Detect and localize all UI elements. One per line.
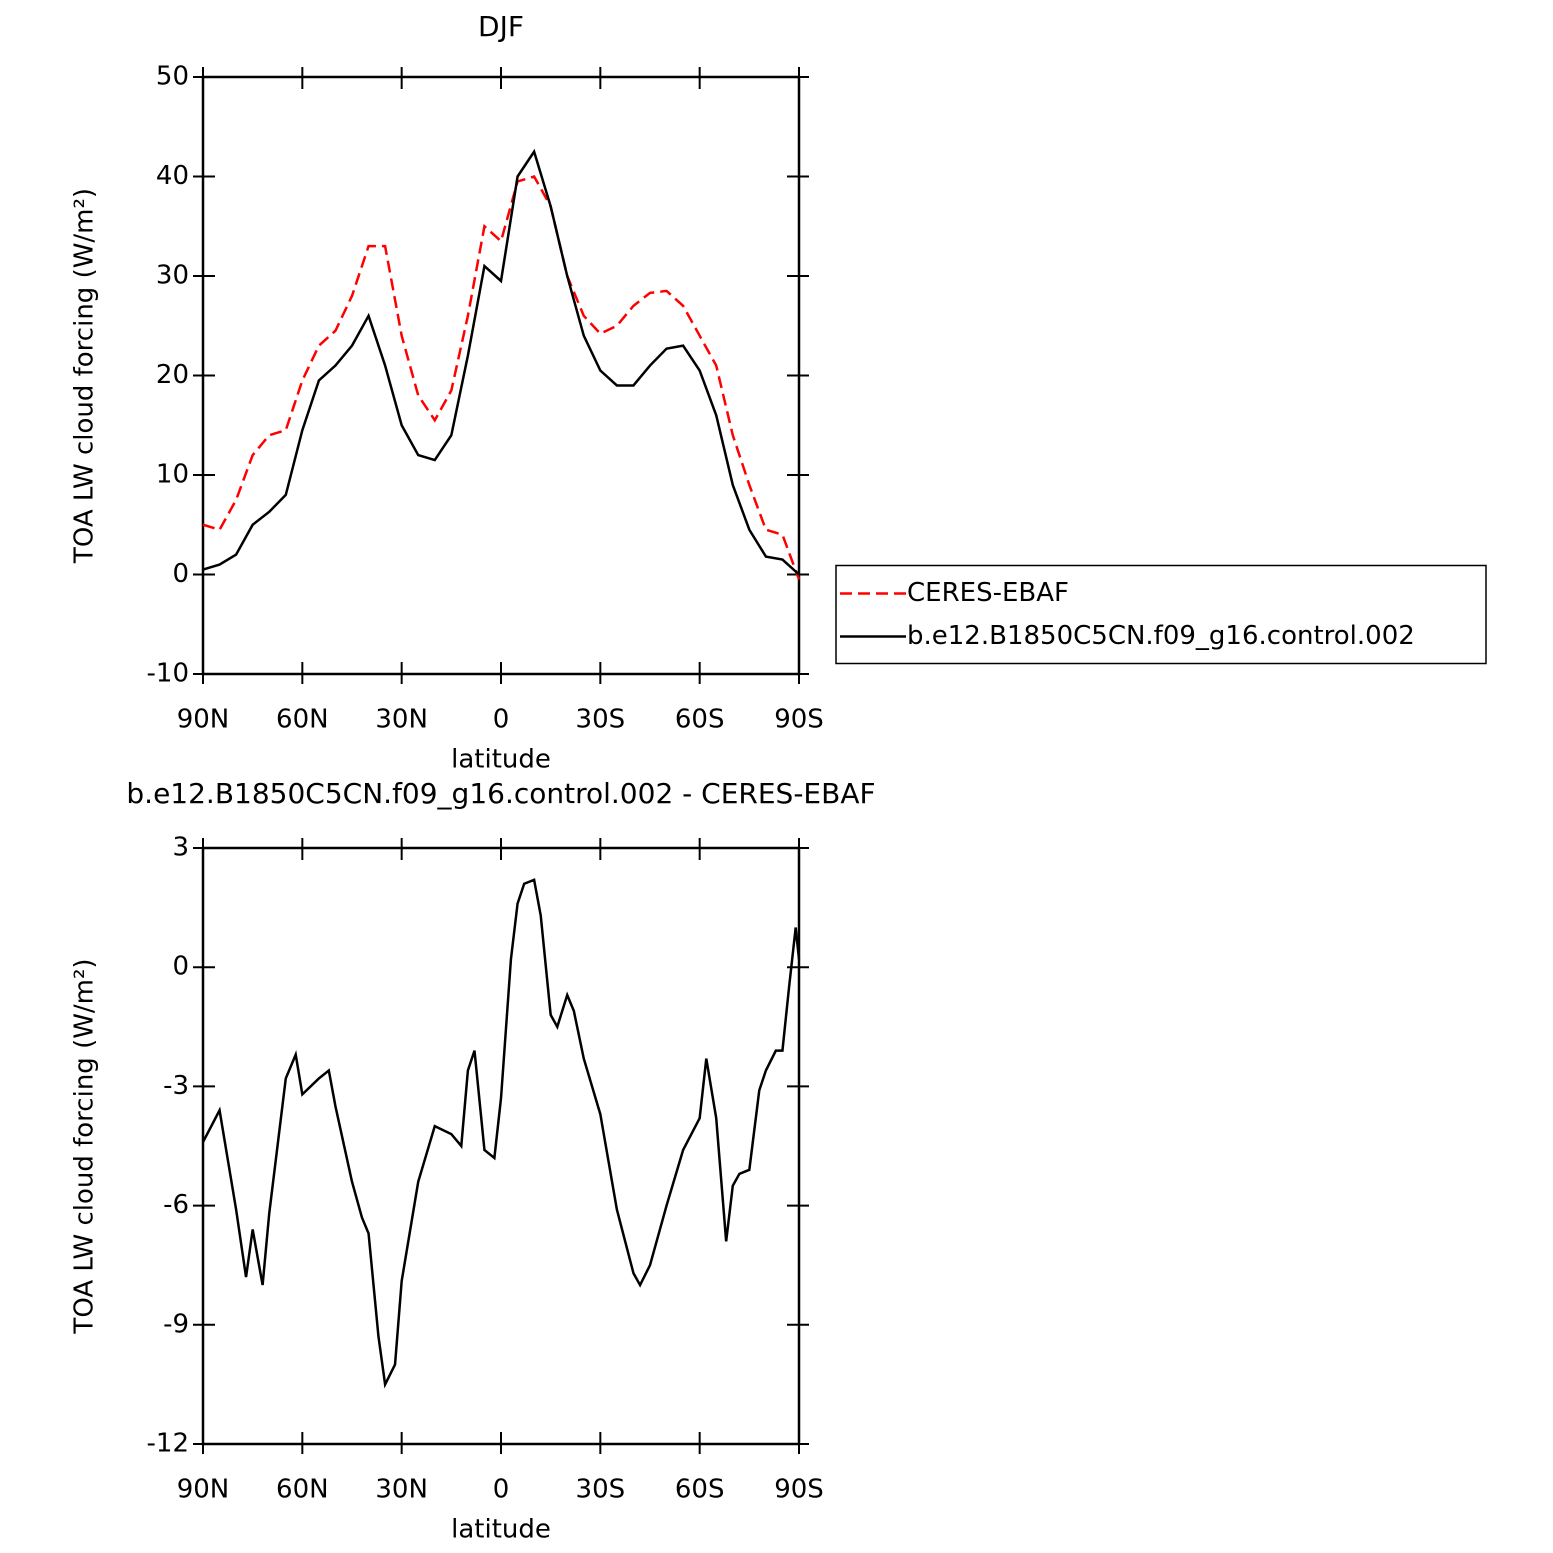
chart-title: b.e12.B1850C5CN.f09_g16.control.002 - CE… [126,777,875,810]
y-tick-label: 20 [156,360,189,390]
y-tick-label: 50 [156,62,189,92]
plot-frame [201,75,801,676]
x-tick-label: 30S [576,1475,626,1505]
x-tick-label: 90N [177,1475,230,1505]
y-tick-label: 0 [172,952,189,982]
y-tick-label: -10 [147,659,189,689]
y-tick-label: 0 [172,559,189,589]
x-tick-label: 30S [576,705,626,735]
y-axis-label: TOA LW cloud forcing (W/m²) [70,188,100,564]
x-tick-label: 60S [675,1475,725,1505]
y-tick-label: -9 [163,1309,189,1339]
y-tick-label: 10 [156,460,189,490]
y-tick-label: 30 [156,261,189,291]
legend-label: CERES-EBAF [907,578,1069,608]
x-tick-label: 90N [177,705,230,735]
data-line [201,878,801,1389]
chart-title: DJF [478,10,524,43]
x-tick-label: 90S [774,1475,824,1505]
y-tick-label: 3 [172,833,189,863]
y-axis-label: TOA LW cloud forcing (W/m²) [70,958,100,1334]
legend-label: b.e12.B1850C5CN.f09_g16.control.002 [907,621,1415,651]
y-tick-label: -12 [147,1429,189,1459]
data-line [202,175,801,580]
x-tick-label: 30N [375,705,428,735]
data-line [202,148,800,576]
x-tick-label: 0 [493,705,510,735]
legend-box [835,564,1487,665]
x-tick-label: 60N [276,1475,329,1505]
y-tick-label: -3 [163,1071,189,1101]
x-tick-label: 90S [774,705,824,735]
x-tick-label: 60S [675,705,725,735]
y-tick-label: 40 [156,161,189,191]
x-tick-label: 30N [375,1475,428,1505]
x-tick-label: 60N [276,705,329,735]
plot-frame [201,846,801,1446]
x-axis-label: latitude [451,1515,551,1545]
y-tick-label: -6 [163,1190,189,1220]
x-tick-label: 0 [493,1475,510,1505]
x-axis-label: latitude [451,745,551,775]
